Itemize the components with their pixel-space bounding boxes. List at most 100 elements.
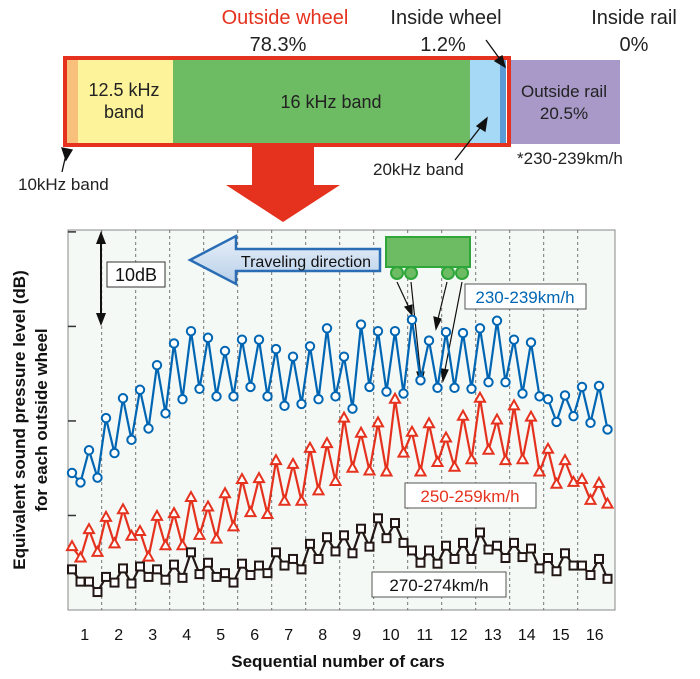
data-point [92,587,103,598]
data-point [270,343,282,355]
data-point [347,548,358,559]
data-point [372,325,384,337]
data-point [185,325,197,337]
x-tick-label: 11 [416,627,433,644]
data-point [271,547,281,558]
data-point [337,410,351,423]
data-point [396,445,411,458]
data-point [186,547,196,558]
band-16k-segment [173,60,470,144]
data-point [330,546,341,557]
down-arrow-icon [226,146,340,222]
series-line [71,515,609,594]
band-20k-label: 20kHz band [373,160,464,179]
data-point [583,492,598,505]
data-point [500,376,511,388]
legend-270: 270-274km/h [371,571,507,598]
data-point [509,537,519,548]
data-point [226,519,241,532]
data-point [524,409,538,422]
band-12-5k-segment [78,60,173,144]
x-tick-label: 12 [450,627,468,644]
data-point [126,578,137,589]
data-point [560,548,570,559]
chart: 1 2 3 4 5 6 7 8 9 10 11 12 13 14 15 16 10dB Traveling d… [10,229,616,671]
data-point [75,576,86,587]
data-point [245,570,256,581]
data-point [117,393,129,404]
x-tick-label: 14 [518,627,536,644]
data-point [287,351,299,362]
data-point [381,533,392,544]
data-point [211,571,222,582]
data-point [577,560,587,571]
data-point [405,424,419,437]
series-line [71,319,609,485]
data-point [116,502,130,515]
data-point [294,493,309,506]
data-point [134,384,146,395]
data-point [483,544,494,555]
data-point [602,424,613,435]
x-tick-label: 5 [216,627,225,644]
data-point [406,314,418,326]
data-point [311,483,326,496]
data-point [330,391,341,402]
data-point [593,380,605,392]
data-point [313,394,324,405]
data-point [245,381,256,393]
data-point [354,425,368,438]
data-point [592,475,606,488]
data-point [398,388,409,399]
data-point [101,571,111,582]
direction-label: Traveling direction [241,254,371,271]
data-point [575,471,589,485]
data-point [65,539,79,552]
data-point [83,445,95,456]
data-point [515,452,530,465]
data-point [526,543,536,554]
outside-wheel-pct: 78.3% [250,34,307,56]
data-point [559,390,571,401]
data-point [169,559,179,570]
x-tick-label: 6 [250,627,259,644]
data-point [322,532,332,543]
series-line [71,398,609,562]
data-point [474,323,486,334]
data-point [415,557,426,568]
data-point [338,351,350,362]
x-tick-label: 9 [352,627,361,644]
inside-wheel-pct: 1.2% [420,34,466,56]
band-12-5k-label-1: 12.5 kHz [88,80,159,100]
data-point [262,568,273,579]
data-point [220,568,230,579]
data-point [150,508,164,521]
data-point [355,319,367,330]
data-point [381,386,392,397]
series-label-250: 250-259km/h [420,487,519,506]
data-point [262,391,273,402]
data-point [602,573,613,584]
data-point [339,530,349,541]
data-point [143,571,154,582]
data-point [500,553,511,564]
x-tick-label: 8 [318,627,327,644]
data-point [135,561,145,572]
data-point [202,332,214,343]
x-tick-label: 7 [284,627,293,644]
data-point [490,412,504,425]
data-point [160,574,171,585]
data-point [551,566,562,577]
legend-230: 230-239km/h [464,283,587,310]
data-point [304,341,316,352]
data-point [296,564,307,575]
scale-bar-label: 10dB [115,265,157,285]
data-point [373,513,383,524]
data-point [491,315,503,326]
data-point [109,577,120,588]
pointer-arrows [61,39,507,173]
data-point [252,471,266,484]
data-point [371,415,385,428]
data-point [347,403,358,414]
